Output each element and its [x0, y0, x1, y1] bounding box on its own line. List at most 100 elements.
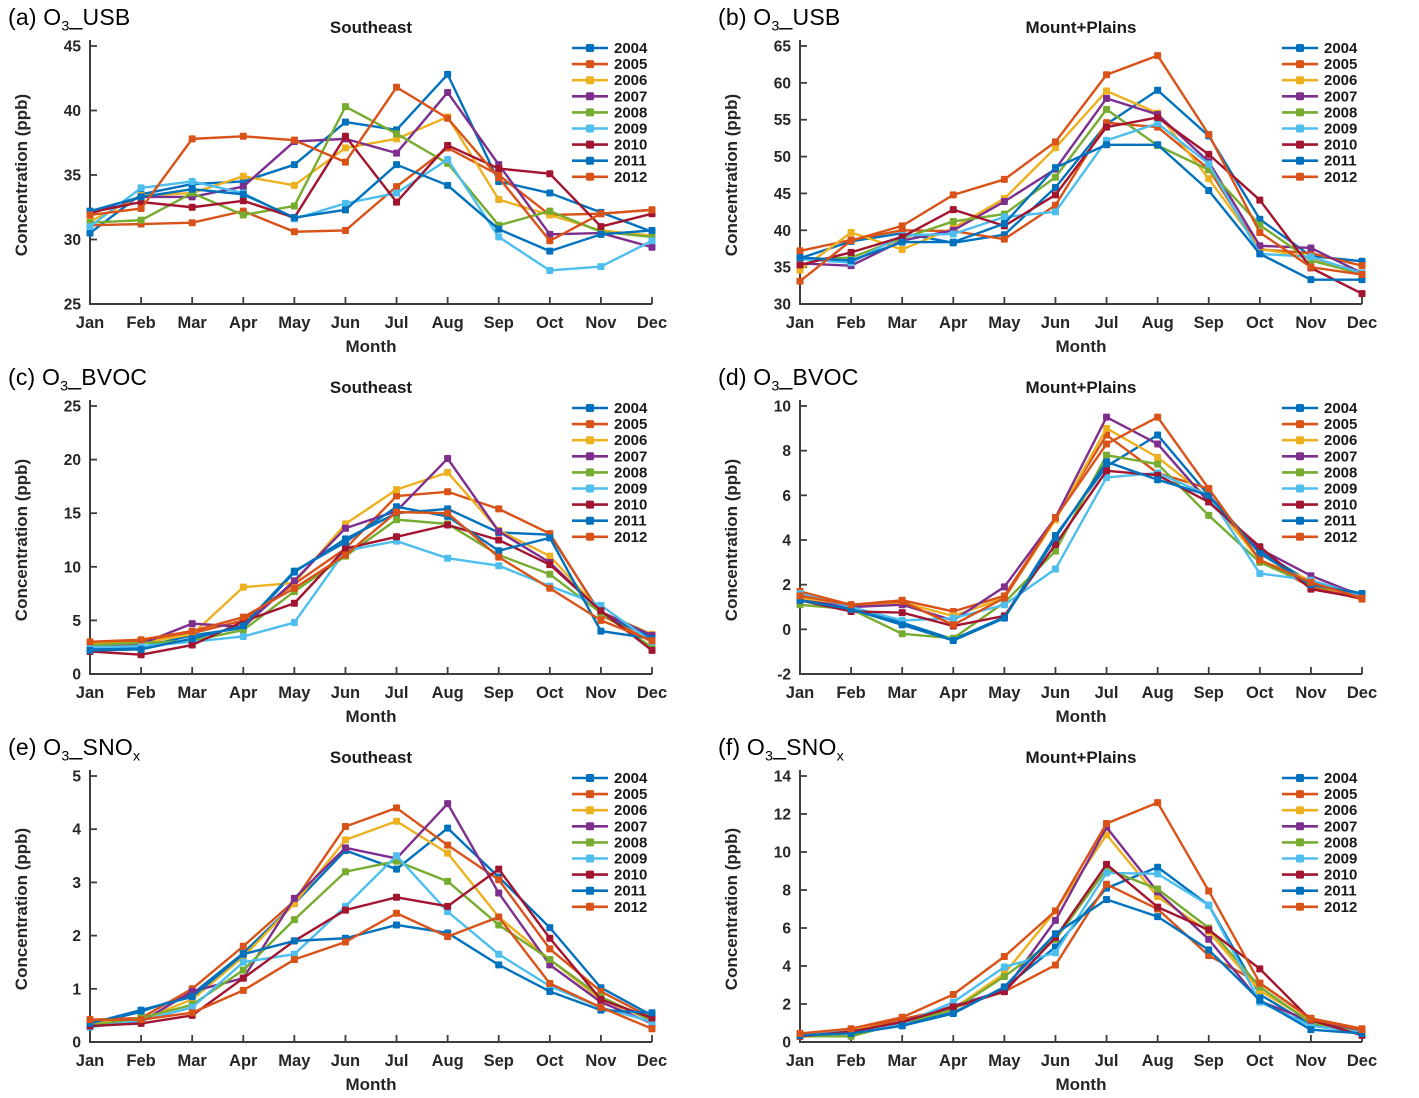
panel-a: (a) O3_USB Southeast Concentration (ppb) M…: [0, 0, 709, 360]
data-point-2008: [341, 868, 349, 876]
data-point-2011: [86, 646, 94, 654]
data-point-2010: [597, 223, 605, 231]
data-point-2012: [597, 210, 605, 218]
data-point-2008: [546, 207, 554, 215]
panel-label-part: x: [836, 748, 844, 765]
y-tick-label: 4: [72, 822, 81, 839]
legend-year-label: 2010: [1324, 137, 1357, 154]
series-line-2010: [798, 863, 1364, 1038]
data-point-2012: [1051, 514, 1059, 522]
legend-year-label: 2007: [1324, 818, 1357, 835]
legend-entry-2009: 2009: [572, 851, 647, 868]
data-point-2012: [188, 1009, 196, 1017]
data-point-2008: [137, 216, 145, 224]
legend-marker: [1296, 500, 1304, 509]
data-point-2012: [796, 277, 804, 285]
legend-marker: [1296, 774, 1304, 782]
legend-marker: [1296, 468, 1304, 477]
y-tick-label: 1: [72, 981, 81, 998]
data-point-2012: [86, 638, 94, 646]
series-line-2010: [88, 867, 654, 1028]
legend-year-label: 2006: [614, 72, 647, 89]
legend-year-label: 2009: [1324, 851, 1357, 868]
legend-year-label: 2009: [614, 121, 647, 138]
month-tick-label: Dec: [637, 1052, 667, 1070]
data-point-2011: [597, 627, 605, 635]
legend-marker: [586, 172, 594, 181]
month-tick-label: Aug: [1142, 1052, 1174, 1070]
series-line-2012: [798, 801, 1364, 1035]
panel-label-part: (e) O: [8, 734, 62, 760]
data-point-2004: [1154, 863, 1162, 871]
data-point-2009: [1051, 949, 1059, 957]
y-axis-label: Concentration (ppb): [722, 94, 741, 256]
data-point-2006: [341, 836, 349, 844]
data-point-2010: [495, 865, 503, 873]
month-tick-label: Sep: [1194, 1052, 1224, 1070]
series-line-2007: [88, 802, 654, 1028]
y-tick-label: 2: [72, 928, 81, 945]
data-point-2009: [1000, 963, 1008, 971]
chart-title: Southeast: [330, 748, 413, 767]
data-point-2012: [898, 222, 906, 230]
month-tick-label: May: [278, 314, 311, 332]
legend-entry-2011: 2011: [1282, 153, 1357, 170]
legend-marker: [586, 516, 594, 525]
data-point-2012: [546, 979, 554, 987]
data-point-2012: [1358, 1026, 1366, 1034]
data-point-2007: [1307, 244, 1315, 252]
data-point-2010: [1256, 196, 1264, 204]
data-point-2005: [1051, 961, 1059, 969]
legend-year-label: 2005: [1324, 416, 1357, 433]
data-point-2012: [648, 1025, 656, 1033]
data-point-2012: [341, 938, 349, 946]
legend-marker: [586, 60, 594, 69]
y-tick-label: 0: [72, 1035, 81, 1052]
data-point-2012: [1256, 228, 1264, 236]
month-tick-label: Jun: [1041, 684, 1070, 702]
data-point-2011: [393, 921, 401, 929]
data-point-2005: [393, 183, 401, 191]
panel-label-part: (f) O: [718, 734, 765, 760]
panel-label-f: (f) O3_SNOx: [718, 734, 844, 765]
chart-a: Southeast Concentration (ppb) Month 25 30 35 4…: [12, 18, 667, 356]
data-point-2012: [1307, 1015, 1315, 1023]
month-tick-label: Nov: [585, 314, 617, 332]
y-tick-label: 40: [774, 223, 791, 240]
data-point-2011: [239, 622, 247, 630]
legend-year-label: 2011: [1324, 153, 1357, 170]
data-point-2005: [444, 841, 452, 849]
data-point-2010: [546, 561, 554, 569]
legend-entry-2005: 2005: [1282, 56, 1357, 73]
data-point-2011: [239, 190, 247, 198]
data-point-2009: [1154, 870, 1162, 878]
data-point-2011: [949, 637, 957, 644]
panel-label-part: 3: [771, 18, 780, 35]
data-point-2011: [290, 567, 298, 575]
data-point-2009: [1000, 601, 1008, 609]
legend-year-label: 2010: [614, 867, 647, 884]
legend-entry-2011: 2011: [572, 883, 647, 900]
data-point-2010: [1205, 150, 1213, 158]
month-tick-label: Sep: [484, 684, 514, 702]
month-tick-label: Oct: [536, 314, 564, 332]
data-point-2012: [444, 114, 452, 122]
legend-marker: [586, 902, 594, 911]
x-axis-label: Month: [346, 1075, 397, 1094]
month-tick-label: Apr: [939, 314, 968, 332]
data-point-2010: [188, 641, 196, 649]
month-tick-label: Feb: [126, 314, 155, 332]
month-tick-label: Mar: [178, 314, 208, 332]
data-point-2010: [847, 248, 855, 256]
data-point-2007: [188, 620, 196, 628]
panel-f: (f) O3_SNOx Mount+Plains Concentration (p…: [710, 730, 1419, 1098]
panel-label-part: _BVOC: [68, 364, 148, 390]
legend-entry-2010: 2010: [572, 137, 647, 154]
data-point-2007: [188, 987, 196, 995]
data-point-2012: [597, 616, 605, 624]
legend-year-label: 2012: [614, 529, 647, 546]
legend-year-label: 2006: [1324, 802, 1357, 819]
data-point-2012: [1307, 578, 1315, 586]
data-point-2008: [239, 966, 247, 974]
